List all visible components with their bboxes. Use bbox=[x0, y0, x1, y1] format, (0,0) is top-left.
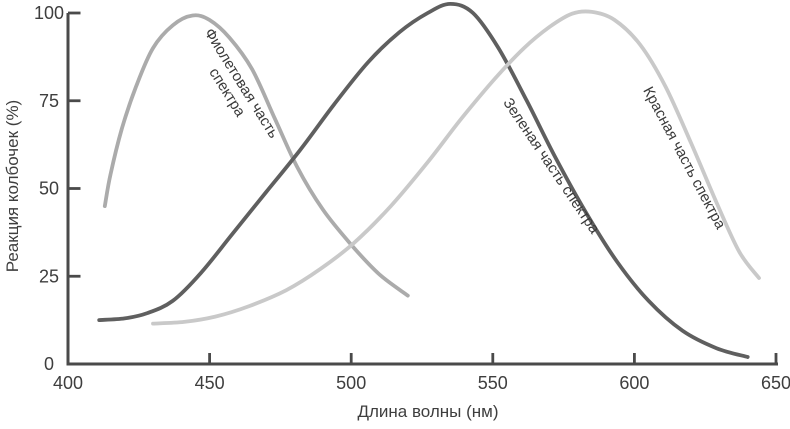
y-tick-label-75: 75 bbox=[39, 91, 59, 111]
axes-lines bbox=[66, 13, 778, 366]
x-tick-label-600: 600 bbox=[619, 373, 649, 393]
x-tick-label-450: 450 bbox=[195, 373, 225, 393]
green-cone-curve bbox=[97, 1, 750, 359]
x-tick-label-400: 400 bbox=[53, 373, 83, 393]
violet-cone-curve bbox=[102, 13, 410, 298]
x-tick-label-650: 650 bbox=[761, 373, 790, 393]
x-tick-label-550: 550 bbox=[478, 373, 508, 393]
y-tick-label-50: 50 bbox=[39, 179, 59, 199]
y-axis-title: Реакция колбочек (%) bbox=[3, 99, 22, 273]
x-axis-title: Длина волны (нм) bbox=[357, 402, 499, 421]
red-cone-curve bbox=[151, 9, 761, 326]
y-tick-label-25: 25 bbox=[39, 266, 59, 286]
y-tick-label-100: 100 bbox=[34, 3, 64, 23]
x-tick-label-500: 500 bbox=[336, 373, 366, 393]
y-tick-label-0: 0 bbox=[44, 354, 54, 374]
